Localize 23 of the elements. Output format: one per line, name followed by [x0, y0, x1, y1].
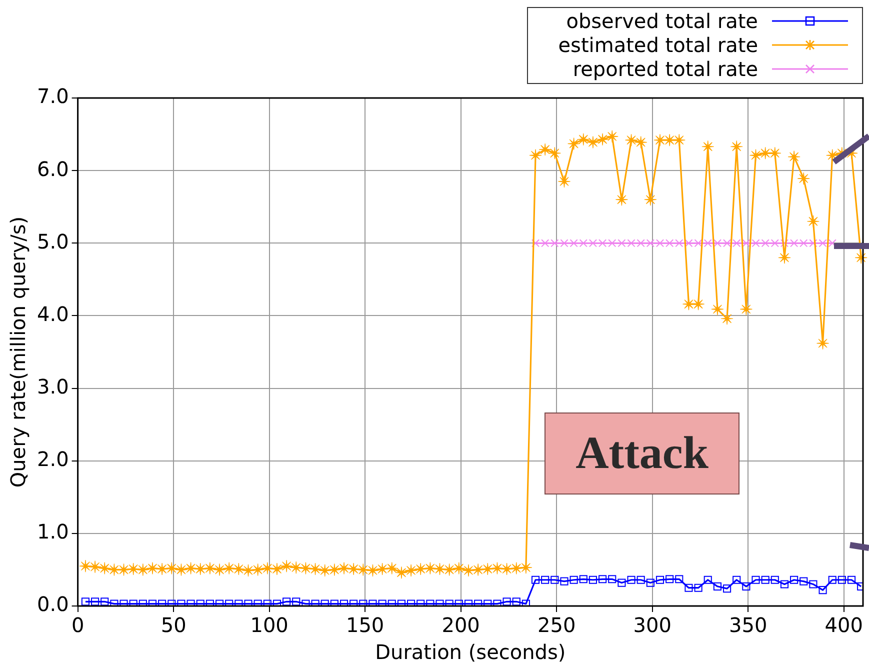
x-tick-label: 250: [537, 613, 576, 638]
legend-label: observed total rate: [566, 9, 758, 33]
y-tick-label: 3.0: [36, 374, 69, 398]
legend-label: reported total rate: [572, 57, 758, 81]
x-axis-title: Duration (seconds): [375, 640, 566, 664]
y-tick-label: 7.0: [36, 84, 69, 108]
x-tick-label: 400: [824, 613, 863, 638]
y-tick-label: 2.0: [36, 447, 69, 472]
x-tick-label: 50: [160, 613, 186, 638]
y-axis-title: Query rate(million query/s): [6, 216, 30, 488]
y-tick-label: 4.0: [36, 302, 69, 326]
x-tick-label: 100: [250, 613, 288, 638]
x-tick-label: 300: [633, 613, 672, 638]
y-tick-label: 1.0: [36, 520, 69, 544]
annotation: Attack: [576, 426, 709, 478]
x-tick-label: 0: [71, 613, 84, 638]
x-tick-label: 350: [729, 613, 768, 638]
y-tick-label: 0.0: [36, 592, 69, 616]
legend-label: estimated total rate: [558, 33, 758, 57]
y-tick-label: 6.0: [36, 156, 69, 181]
x-tick-label: 200: [442, 613, 480, 638]
x-tick-label: 150: [346, 613, 384, 638]
y-tick-label: 5.0: [36, 229, 69, 254]
